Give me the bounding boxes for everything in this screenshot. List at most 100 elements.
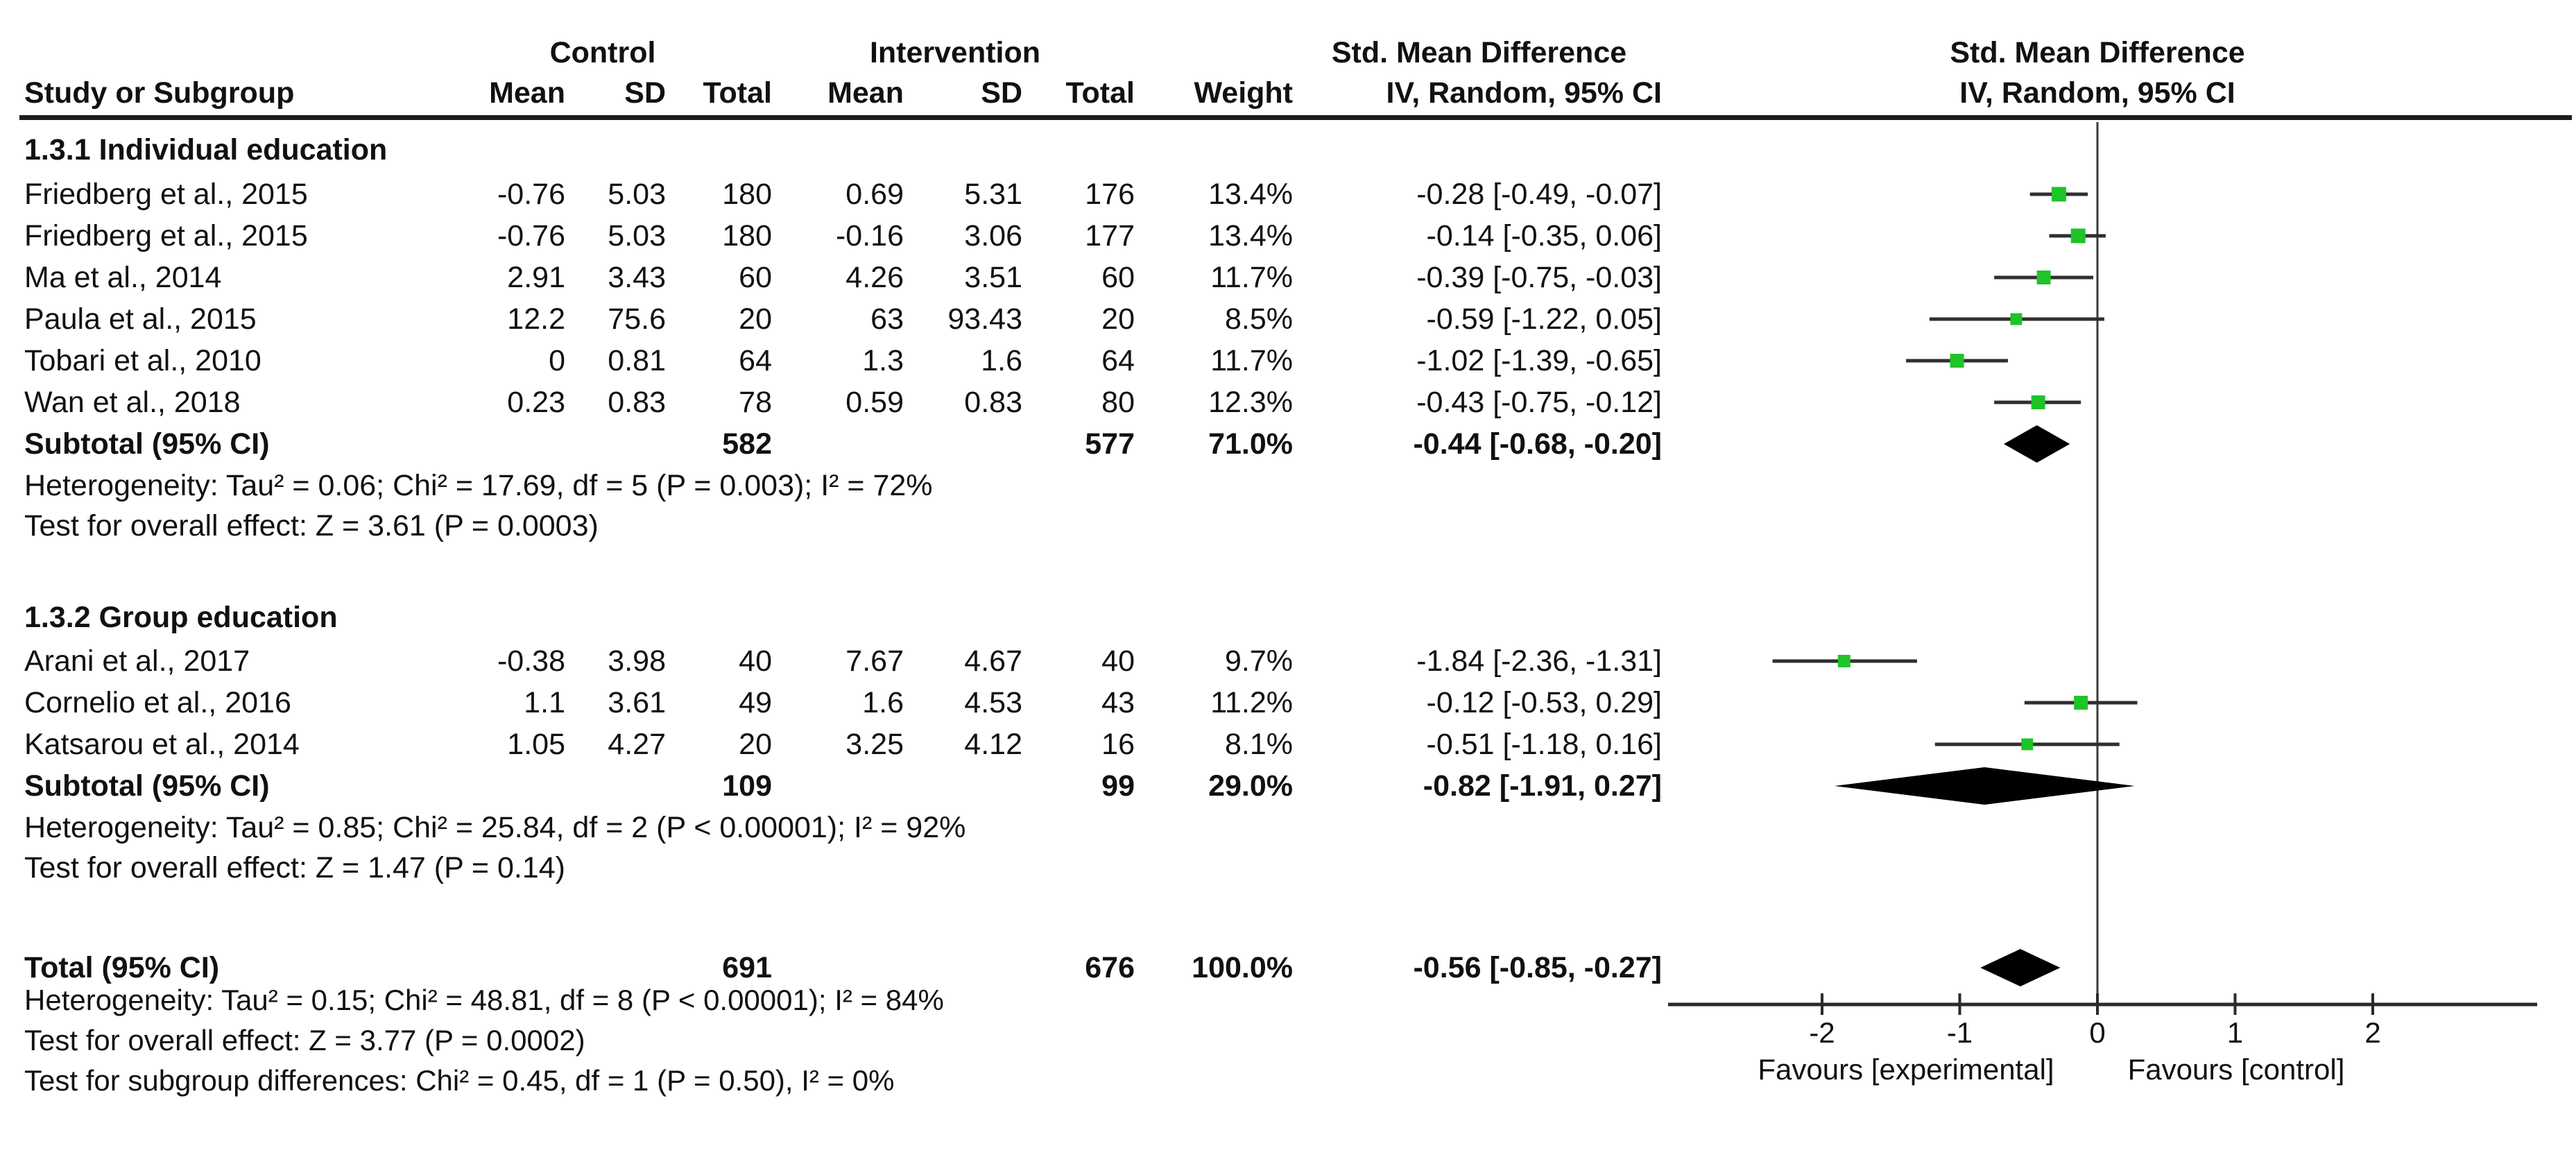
study-row-i_total: 16 xyxy=(1101,728,1135,761)
study-row-name: Friedberg et al., 2015 xyxy=(24,178,308,211)
study-row-weight: 13.4% xyxy=(1208,219,1293,253)
study-row-i_mean: 63 xyxy=(870,302,904,336)
study-row: Paula et al., 2015 12.2 75.6 20 63 93.43 20 8.5… xyxy=(0,300,1699,339)
study-row-weight: 8.1% xyxy=(1224,728,1293,761)
study-row-i_sd: 4.67 xyxy=(964,644,1022,678)
study-row-i_sd: 4.12 xyxy=(964,728,1022,761)
study-row-i_mean: 0.59 xyxy=(845,386,904,419)
study-row-c_sd: 3.43 xyxy=(608,261,666,294)
study-row-c_total: 20 xyxy=(739,302,772,336)
col-control-total: Total xyxy=(703,76,772,110)
study-row-weight: 9.7% xyxy=(1224,644,1293,678)
study-row-ci_text: -0.59 [-1.22, 0.05] xyxy=(1426,302,1662,336)
effect-square xyxy=(2070,228,2086,243)
study-row-weight: 12.3% xyxy=(1208,386,1293,419)
study-row-name: Tobari et al., 2010 xyxy=(24,344,261,377)
table-header-columns: Study or Subgroup Mean SD Total Mean SD … xyxy=(0,74,1699,113)
group-heterogeneity-text: Heterogeneity: Tau² = 0.85; Chi² = 25.84… xyxy=(24,811,966,844)
subtotal-row-weight: 71.0% xyxy=(1208,427,1293,461)
study-row-i_total: 80 xyxy=(1101,386,1135,419)
study-row: Cornelio et al., 2016 1.1 3.61 49 1.6 4.53 43 1… xyxy=(0,683,1699,723)
subtotal-row-ci_text: -0.44 [-0.68, -0.20] xyxy=(1413,427,1662,461)
col-intervention-sd: SD xyxy=(981,76,1022,110)
group-overall-effect-text: Test for overall effect: Z = 1.47 (P = 0… xyxy=(24,851,565,884)
col-intervention-total: Total xyxy=(1065,76,1135,110)
study-row-c_total: 40 xyxy=(739,644,772,678)
study-row-i_sd: 1.6 xyxy=(981,344,1022,377)
study-row-c_sd: 5.03 xyxy=(608,219,666,253)
plot-header-smd: Std. Mean Difference xyxy=(1950,36,2245,69)
subtotal-row-name: Subtotal (95% CI) xyxy=(24,769,270,803)
subtotal-diamond xyxy=(2004,425,2070,463)
study-row-ci_text: -0.28 [-0.49, -0.07] xyxy=(1416,178,1662,211)
group-heterogeneity-text: Heterogeneity: Tau² = 0.06; Chi² = 17.69… xyxy=(24,469,933,502)
study-row-weight: 11.7% xyxy=(1210,344,1293,377)
study-row-c_mean: -0.38 xyxy=(497,644,565,678)
group-overall-effect-text: Test for overall effect: Z = 3.61 (P = 0… xyxy=(24,509,599,542)
study-row-c_mean: 0.23 xyxy=(507,386,565,419)
study-row-i_mean: 0.69 xyxy=(845,178,904,211)
subtotal-row-c_total: 582 xyxy=(722,427,772,461)
study-row-i_total: 64 xyxy=(1101,344,1135,377)
col-control-mean: Mean xyxy=(489,76,565,110)
study-row-name: Friedberg et al., 2015 xyxy=(24,219,308,253)
subtotal-row-c_total: 109 xyxy=(722,769,772,803)
study-row: Friedberg et al., 2015 -0.76 5.03 180 -0.16 3… xyxy=(0,216,1699,256)
total-heterogeneity-text: Heterogeneity: Tau² = 0.15; Chi² = 48.81… xyxy=(24,984,944,1016)
study-row-c_total: 180 xyxy=(722,178,772,211)
study-row-ci_text: -1.84 [-2.36, -1.31] xyxy=(1416,644,1662,678)
study-row-c_total: 78 xyxy=(739,386,772,419)
study-row-weight: 11.7% xyxy=(1210,261,1293,294)
study-row-name: Cornelio et al., 2016 xyxy=(24,686,291,719)
study-row-c_sd: 75.6 xyxy=(608,302,666,336)
table-header-groups: Control Intervention Std. Mean Differenc… xyxy=(0,33,1699,73)
study-row-c_sd: 0.83 xyxy=(608,386,666,419)
total-row-ci_text: -0.56 [-0.85, -0.27] xyxy=(1413,951,1662,984)
study-row-i_total: 177 xyxy=(1085,219,1135,253)
effect-square xyxy=(2010,313,2023,325)
study-row-ci_text: -0.14 [-0.35, 0.06] xyxy=(1426,219,1662,253)
study-row-c_total: 60 xyxy=(739,261,772,294)
study-row-i_mean: 7.67 xyxy=(845,644,904,678)
study-row-name: Katsarou et al., 2014 xyxy=(24,728,300,761)
study-row-c_mean: 1.1 xyxy=(524,686,565,719)
smd-column-header: Std. Mean Difference xyxy=(1331,36,1627,69)
study-row-weight: 8.5% xyxy=(1224,302,1293,336)
study-row-c_total: 64 xyxy=(739,344,772,377)
col-control-sd: SD xyxy=(624,76,666,110)
study-row-i_sd: 0.83 xyxy=(964,386,1022,419)
study-row-i_mean: 1.3 xyxy=(862,344,904,377)
study-row-weight: 13.4% xyxy=(1208,178,1293,211)
study-row-c_mean: 0 xyxy=(549,344,565,377)
study-row: Ma et al., 2014 2.91 3.43 60 4.26 3.51 60 11.7%… xyxy=(0,258,1699,298)
study-row-weight: 11.2% xyxy=(1210,686,1293,719)
study-row-c_sd: 5.03 xyxy=(608,178,666,211)
axis-tick-label: -1 xyxy=(1947,1016,1973,1049)
study-row-ci_text: -0.43 [-0.75, -0.12] xyxy=(1416,386,1662,419)
study-row-i_mean: 3.25 xyxy=(845,728,904,761)
group-title: 1.3.1 Individual education xyxy=(24,133,388,166)
subtotal-row-weight: 29.0% xyxy=(1208,769,1293,803)
study-row-c_sd: 0.81 xyxy=(608,344,666,377)
col-weight: Weight xyxy=(1194,76,1293,110)
effect-square xyxy=(2036,271,2051,284)
effect-square xyxy=(1837,655,1851,667)
subgroup-differences-text: Test for subgroup differences: Chi² = 0.… xyxy=(24,1064,895,1097)
header-rule xyxy=(19,115,2572,120)
study-row-c_total: 180 xyxy=(722,219,772,253)
study-row-c_mean: -0.76 xyxy=(497,178,565,211)
study-row-name: Wan et al., 2018 xyxy=(24,386,241,419)
control-group-header: Control xyxy=(549,36,656,69)
study-row-ci_text: -0.39 [-0.75, -0.03] xyxy=(1416,261,1662,294)
col-study: Study or Subgroup xyxy=(24,76,295,110)
axis-tick-label: -2 xyxy=(1809,1016,1835,1049)
axis-tick-label: 0 xyxy=(2089,1016,2105,1049)
effect-square xyxy=(2051,187,2066,202)
study-row-c_mean: 1.05 xyxy=(507,728,565,761)
study-row-i_sd: 3.06 xyxy=(964,219,1022,253)
study-row-c_mean: 12.2 xyxy=(507,302,565,336)
study-row-c_total: 20 xyxy=(739,728,772,761)
study-row: Wan et al., 2018 0.23 0.83 78 0.59 0.83 80 12.3… xyxy=(0,383,1699,422)
subtotal-row: Subtotal (95% CI) 109 99 29.0% -0.82 [-1.91,… xyxy=(0,767,1699,806)
